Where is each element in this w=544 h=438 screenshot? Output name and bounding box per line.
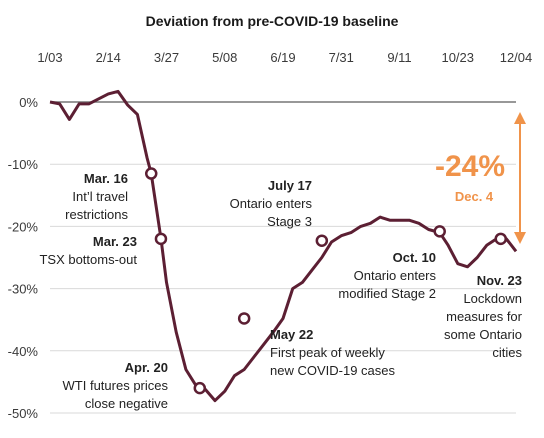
annotation-heading: Mar. 23 xyxy=(93,234,137,249)
annotation-text: close negative xyxy=(85,396,168,411)
x-tick-label: 5/08 xyxy=(212,50,237,65)
annotation-text: Ontario enters xyxy=(354,268,437,283)
annotation-heading: Apr. 20 xyxy=(125,360,168,375)
x-tick-label: 1/03 xyxy=(37,50,62,65)
y-axis: 0% -10% -20% -30% -40% -50% xyxy=(8,95,516,421)
annotation-text: TSX bottoms-out xyxy=(39,252,137,267)
callout-value: -24% xyxy=(435,150,505,183)
x-tick-label: 9/11 xyxy=(387,50,411,65)
event-markers xyxy=(144,167,507,395)
annotation-text: Stage 3 xyxy=(267,214,312,229)
annotation-text: WTI futures prices xyxy=(63,378,169,393)
annotation-text: First peak of weekly xyxy=(270,345,385,360)
annotation-jul17: July 17 Ontario enters Stage 3 xyxy=(230,178,313,229)
annotation-may22: May 22 First peak of weekly new COVID-19 c… xyxy=(270,327,395,378)
y-tick-label: -50% xyxy=(8,406,39,421)
event-marker xyxy=(494,232,507,246)
annotation-heading: July 17 xyxy=(268,178,312,193)
series-line xyxy=(49,89,518,403)
annotation-mar23: Mar. 23 TSX bottoms-out xyxy=(39,234,137,267)
x-tick-label: 10/23 xyxy=(441,50,474,65)
callout: -24% Dec. 4 xyxy=(435,112,526,244)
y-tick-label: -40% xyxy=(8,344,39,359)
annotation-text: Lockdown xyxy=(463,291,522,306)
annotation-text: some Ontario xyxy=(444,327,522,342)
event-marker xyxy=(237,312,251,325)
y-tick-label: -30% xyxy=(8,282,39,297)
annotation-text: restrictions xyxy=(65,207,128,222)
annotation-oct10: Oct. 10 Ontario enters modified Stage 2 xyxy=(338,250,436,301)
annotation-nov23: Nov. 23 Lockdown measures for some Ontario c… xyxy=(444,273,523,360)
chart-title: Deviation from pre-COVID-19 baseline xyxy=(146,13,399,29)
annotation-text: modified Stage 2 xyxy=(338,286,436,301)
callout-arrow-down-icon xyxy=(514,232,526,244)
x-tick-label: 6/19 xyxy=(270,50,295,65)
event-marker xyxy=(193,381,207,395)
event-marker xyxy=(433,225,446,238)
event-marker xyxy=(315,234,329,247)
annotation-mar16: Mar. 16 Int’l travel restrictions xyxy=(65,171,128,222)
callout-arrow-up-icon xyxy=(514,112,526,124)
annotation-heading: Nov. 23 xyxy=(477,273,522,288)
annotation-text: measures for xyxy=(446,309,523,324)
callout-label: Dec. 4 xyxy=(455,189,494,204)
annotation-text: new COVID-19 cases xyxy=(270,363,395,378)
annotation-text: Int’l travel xyxy=(72,189,128,204)
annotation-heading: Oct. 10 xyxy=(393,250,436,265)
annotation-apr20: Apr. 20 WTI futures prices close negative xyxy=(63,360,169,411)
x-axis: 1/03 2/14 3/27 5/08 6/19 7/31 9/11 10/23 12/04 xyxy=(37,50,532,65)
y-tick-label: -20% xyxy=(8,219,39,234)
x-tick-label: 7/31 xyxy=(329,50,354,65)
event-marker xyxy=(144,167,158,180)
y-tick-label: -10% xyxy=(8,157,39,172)
annotation-text: Ontario enters xyxy=(230,196,313,211)
x-tick-label: 3/27 xyxy=(154,50,179,65)
annotations: Mar. 16 Int’l travel restrictions Mar. 23 TS… xyxy=(39,171,522,411)
x-tick-label: 12/04 xyxy=(500,50,533,65)
annotation-heading: Mar. 16 xyxy=(84,171,128,186)
annotation-heading: May 22 xyxy=(270,327,313,342)
event-marker xyxy=(154,232,168,246)
series xyxy=(49,89,518,403)
annotation-text: cities xyxy=(492,345,522,360)
x-tick-label: 2/14 xyxy=(96,50,121,65)
y-tick-label: 0% xyxy=(19,95,38,110)
